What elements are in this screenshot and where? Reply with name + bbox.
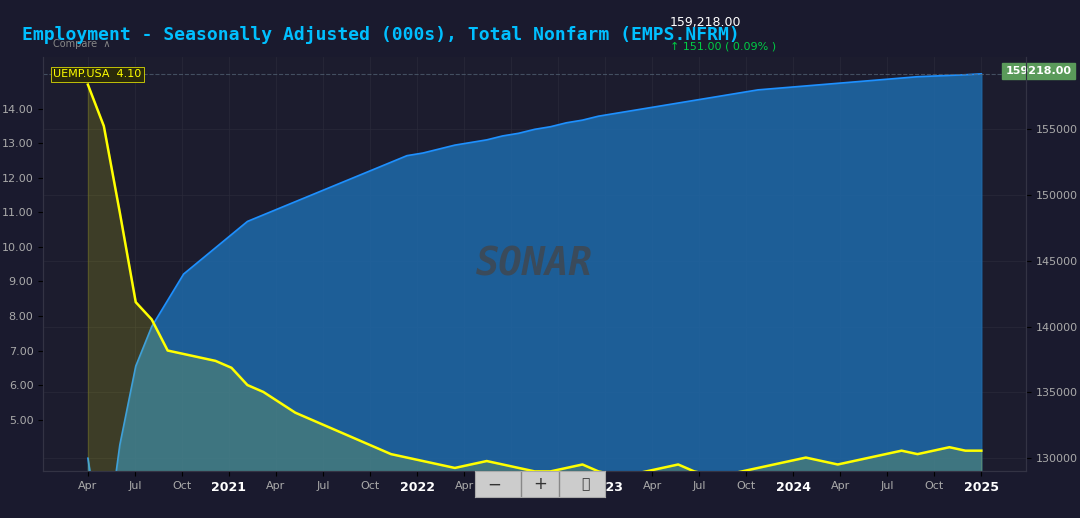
Text: UEMP.USA  4.10: UEMP.USA 4.10 (53, 69, 141, 79)
Text: SONAR: SONAR (476, 245, 593, 283)
Text: 159,218.00: 159,218.00 (670, 16, 741, 28)
Text: +: + (534, 476, 546, 493)
Text: Compare  ∧: Compare ∧ (53, 39, 110, 49)
Text: ↑ 151.00 ( 0.09% ): ↑ 151.00 ( 0.09% ) (670, 41, 775, 51)
Text: ⛶: ⛶ (581, 477, 590, 492)
Text: −: − (488, 476, 501, 493)
Text: Employment - Seasonally Adjusted (000s), Total Nonfarm (EMPS.NFRM): Employment - Seasonally Adjusted (000s),… (22, 26, 740, 44)
Text: 159218.00: 159218.00 (1005, 66, 1071, 76)
